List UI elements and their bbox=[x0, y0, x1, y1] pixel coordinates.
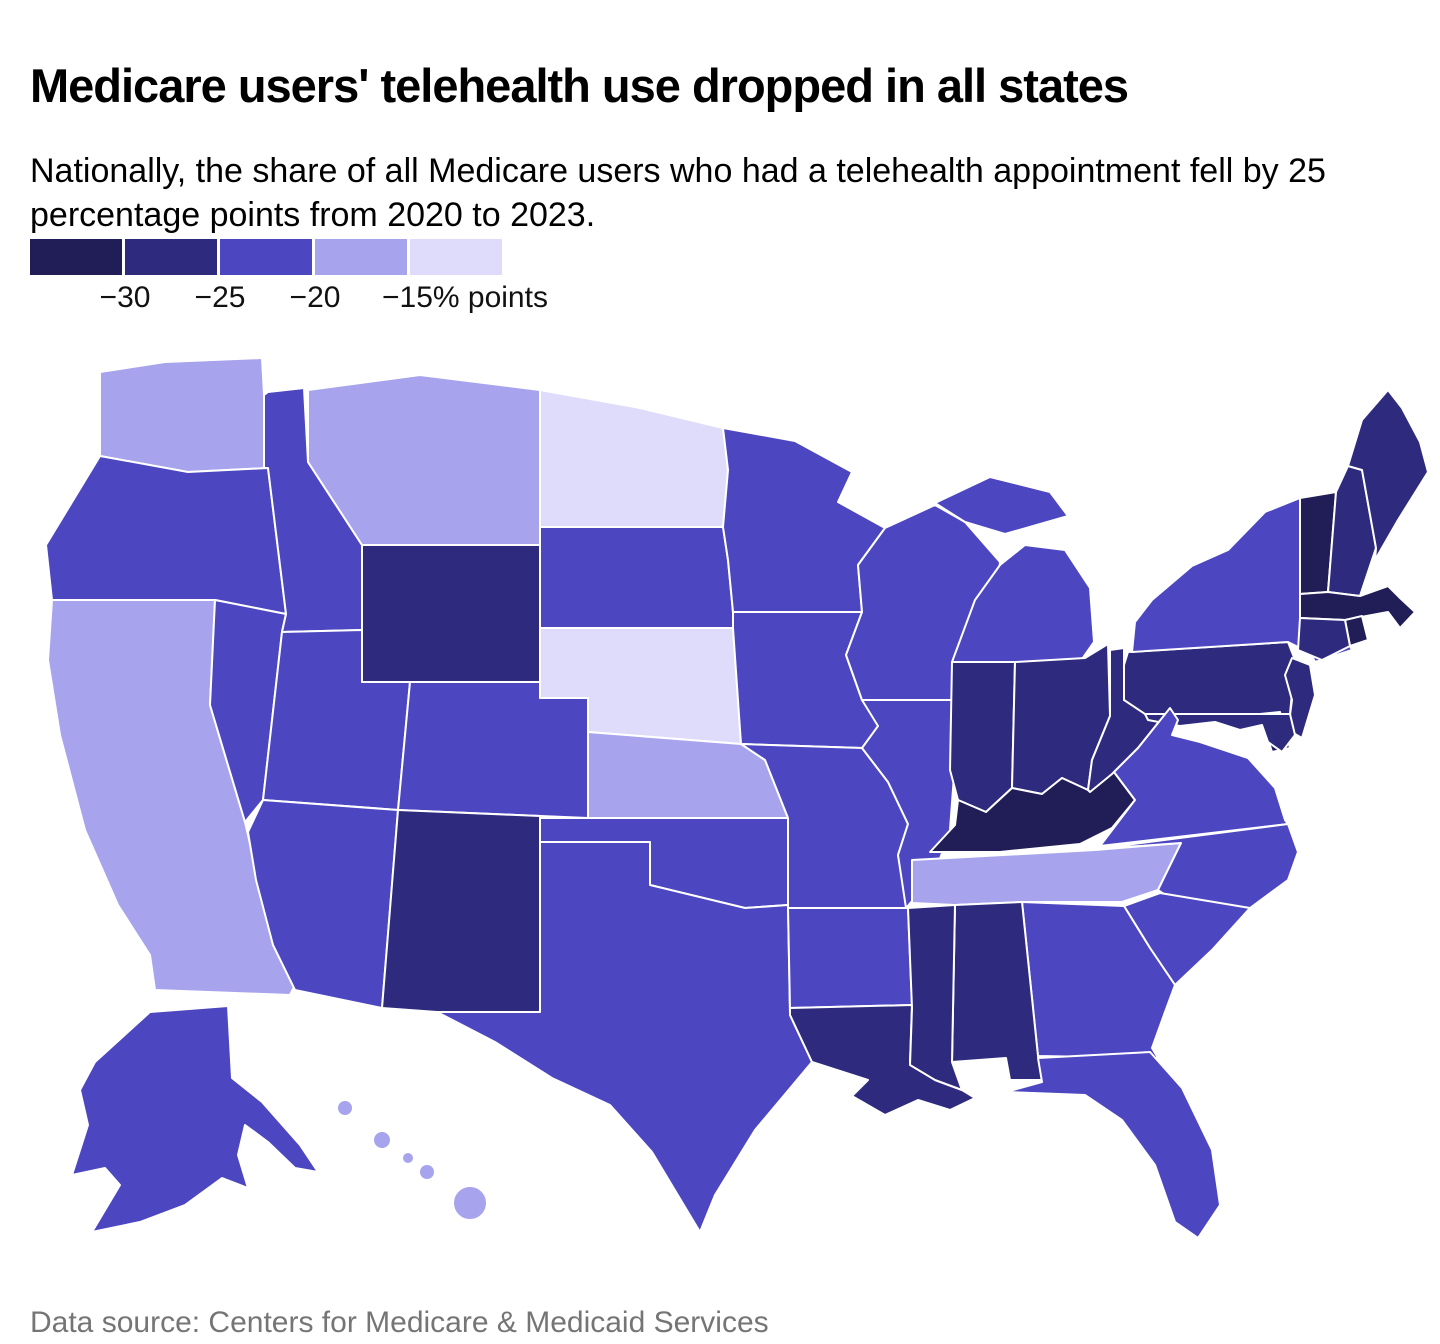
state-oregon[interactable] bbox=[45, 455, 287, 615]
state-maine[interactable] bbox=[1347, 389, 1429, 561]
state-alabama[interactable] bbox=[951, 901, 1043, 1081]
state-north-dakota[interactable] bbox=[539, 389, 729, 528]
legend-swatch bbox=[315, 239, 407, 275]
state-alaska[interactable] bbox=[71, 1005, 319, 1233]
legend-label: −25 bbox=[194, 281, 246, 314]
legend-swatch bbox=[410, 239, 502, 275]
state-michigan[interactable] bbox=[934, 476, 1095, 663]
state-washington[interactable] bbox=[99, 357, 269, 473]
state-connecticut[interactable] bbox=[1297, 617, 1351, 661]
state-wyoming[interactable] bbox=[361, 544, 541, 683]
state-texas[interactable] bbox=[436, 841, 813, 1233]
state-virginia[interactable] bbox=[1099, 707, 1289, 847]
state-hawaii[interactable] bbox=[401, 1151, 415, 1165]
state-hawaii[interactable] bbox=[418, 1163, 436, 1181]
state-colorado[interactable] bbox=[397, 681, 589, 819]
us-choropleth-map bbox=[0, 350, 1440, 1260]
color-legend: −30 −25 −20 −15% points bbox=[30, 239, 630, 319]
legend-label: −30 bbox=[99, 281, 151, 314]
state-hawaii-islands bbox=[336, 1099, 488, 1221]
state-hawaii[interactable] bbox=[452, 1185, 488, 1221]
legend-swatch bbox=[125, 239, 217, 275]
state-mississippi[interactable] bbox=[907, 904, 963, 1091]
legend-label: −20 bbox=[289, 281, 341, 314]
state-indiana[interactable] bbox=[949, 661, 1016, 813]
state-hawaii[interactable] bbox=[372, 1130, 392, 1150]
legend-label: −15% points bbox=[382, 281, 548, 314]
legend-swatch bbox=[30, 239, 122, 275]
state-new-mexico[interactable] bbox=[381, 809, 541, 1013]
legend-swatch-row bbox=[30, 239, 502, 275]
state-pennsylvania[interactable] bbox=[1123, 641, 1296, 715]
legend-swatch bbox=[220, 239, 312, 275]
state-arkansas[interactable] bbox=[787, 907, 913, 1009]
state-south-dakota[interactable] bbox=[539, 526, 734, 629]
data-source-note: Data source: Centers for Medicare & Medi… bbox=[30, 1306, 769, 1339]
state-florida[interactable] bbox=[1005, 1051, 1221, 1239]
chart-subtitle: Nationally, the share of all Medicare us… bbox=[30, 152, 1326, 234]
state-hawaii[interactable] bbox=[336, 1099, 354, 1117]
chart-title: Medicare users' telehealth use dropped i… bbox=[30, 59, 1129, 113]
